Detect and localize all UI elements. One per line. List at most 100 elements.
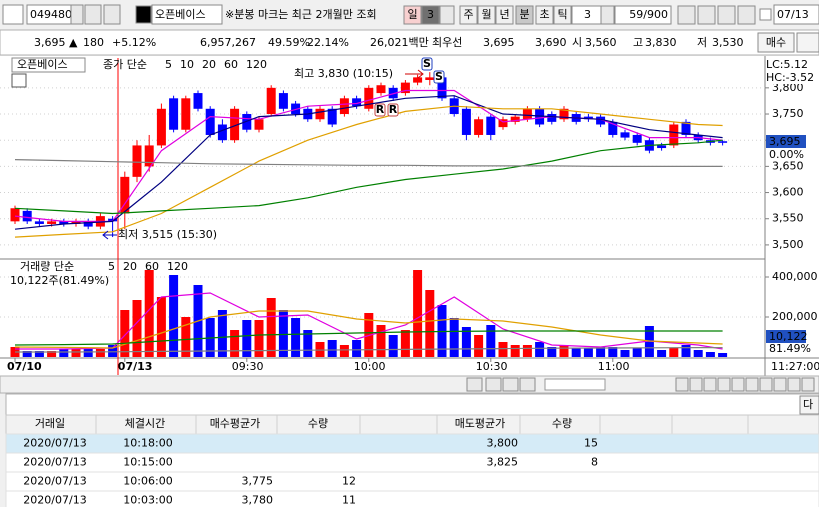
volume-bar <box>693 350 703 357</box>
search-button[interactable] <box>84 4 102 25</box>
volume-bar <box>376 325 386 357</box>
period-label: 일 <box>407 7 417 21</box>
table-cell: 3,780 <box>242 494 274 507</box>
candle-body <box>327 108 337 125</box>
tool-button[interactable] <box>773 377 787 392</box>
volume-bar <box>83 349 93 357</box>
date-input[interactable] <box>773 4 819 25</box>
next-label: 다 <box>803 398 813 411</box>
scroll-thumb[interactable] <box>544 378 606 391</box>
period-label: 월 <box>481 8 491 21</box>
ma-line <box>14 159 723 167</box>
tool-icon[interactable] <box>737 5 756 25</box>
tool-button[interactable] <box>703 377 717 392</box>
period-button[interactable] <box>421 5 440 25</box>
tool-button[interactable] <box>675 377 689 392</box>
volume-bar <box>705 352 715 357</box>
candle-body <box>376 85 386 94</box>
volume-bar <box>583 348 593 357</box>
tool-button[interactable] <box>689 377 703 392</box>
candle-body <box>144 145 154 167</box>
table-cell: 2020/07/13 <box>23 437 86 450</box>
volume-bar <box>169 275 179 357</box>
scroll-button[interactable] <box>502 377 519 392</box>
candle-body <box>474 119 484 135</box>
dropdown[interactable] <box>439 5 455 25</box>
spinner[interactable] <box>600 5 615 25</box>
volume-bar <box>303 330 313 357</box>
candle-body <box>132 145 142 177</box>
volume-bar <box>120 310 130 357</box>
period-button[interactable] <box>535 5 554 25</box>
ma-line <box>14 95 723 230</box>
checkbox[interactable] <box>759 8 772 21</box>
period-label: 초 <box>539 8 549 21</box>
candle-body <box>547 114 557 122</box>
scroll-button[interactable] <box>519 377 536 392</box>
candle-body <box>71 221 81 224</box>
tool-button[interactable] <box>801 377 815 392</box>
tool-button[interactable] <box>717 377 731 392</box>
quote-item: 6,957,267 <box>200 36 256 49</box>
candle-body <box>583 116 593 120</box>
volume-bar <box>59 349 69 357</box>
x-tick-label: 10:30 <box>476 360 508 373</box>
tool-icon[interactable] <box>697 5 716 25</box>
volume-bar <box>461 327 471 357</box>
tool-icon[interactable] <box>677 5 696 25</box>
signal: S <box>423 57 431 70</box>
period-button[interactable] <box>495 5 514 25</box>
last-pct: 0.00% <box>769 148 804 161</box>
last-volume-bg <box>766 330 806 343</box>
candle-body <box>522 108 532 120</box>
candle-body <box>266 87 276 115</box>
volume-bar <box>388 335 398 357</box>
volume-bar <box>352 340 362 357</box>
menu-icon[interactable] <box>2 4 24 25</box>
tool-button[interactable] <box>759 377 773 392</box>
volume-bar <box>34 351 44 357</box>
interval: 3 <box>584 8 591 21</box>
legend-entry: 120 <box>246 58 267 71</box>
period-button[interactable] <box>477 5 496 25</box>
buy-button[interactable] <box>757 32 795 53</box>
tool-button[interactable] <box>745 377 759 392</box>
table-row[interactable] <box>5 490 819 507</box>
quote-item: 26,021백만 <box>370 36 429 49</box>
table-header-cell: 매도평균가 <box>455 417 506 430</box>
candle-body <box>22 210 32 222</box>
candle-body <box>388 87 398 99</box>
x-tick-label: 07/13 <box>118 360 153 373</box>
scrollbar[interactable] <box>0 375 819 394</box>
legend-entry: 5 <box>108 260 115 273</box>
quote-item: 3,690 <box>535 36 567 49</box>
last-price-bg <box>766 135 806 148</box>
stock-name: 오픈베이스 <box>155 8 206 21</box>
sound-button[interactable] <box>103 4 121 25</box>
volume-bar <box>291 318 301 357</box>
period-button[interactable] <box>403 5 422 25</box>
table-cell: 10:15:00 <box>123 456 172 469</box>
y-tick-label: 3,750 <box>772 107 804 120</box>
period-button[interactable] <box>553 5 572 25</box>
next-button[interactable] <box>799 395 819 415</box>
last-price: 3,695 <box>769 135 801 148</box>
scroll-button[interactable] <box>466 377 483 392</box>
candle-body <box>596 116 606 125</box>
tool-icon[interactable] <box>717 5 736 25</box>
ma-line <box>14 310 723 349</box>
ma-line <box>14 105 723 238</box>
tool-button[interactable] <box>731 377 745 392</box>
period-button[interactable] <box>459 5 478 25</box>
scroll-button[interactable] <box>485 377 502 392</box>
table-header-cell: 수량 <box>308 417 328 430</box>
candle-body <box>559 108 569 120</box>
table-cell: 2020/07/13 <box>23 494 86 507</box>
more-button[interactable] <box>796 32 819 53</box>
name-input[interactable] <box>151 4 223 25</box>
period-button[interactable] <box>515 5 534 25</box>
tool-button[interactable] <box>787 377 801 392</box>
dropdown[interactable] <box>70 4 84 25</box>
candle-body <box>498 119 508 128</box>
